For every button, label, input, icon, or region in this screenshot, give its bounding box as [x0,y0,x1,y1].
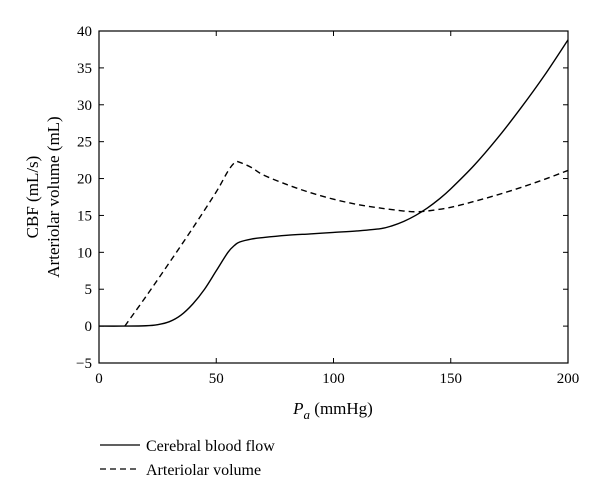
y-tick-label: 40 [77,24,92,40]
y-tick-label: −5 [76,356,92,372]
legend: Cerebral blood flow Arteriolar volume [100,438,275,479]
y-tick-label: 0 [85,319,93,335]
y-tick-label: 15 [77,208,92,224]
x-axis-symbol: P [292,399,303,418]
tick-marks [98,30,569,364]
y-tick-label: 10 [77,245,92,261]
y-tick-label: 30 [77,98,92,114]
x-tick-label: 100 [322,371,345,387]
y-axis-label: CBF (mL/s) Arteriolar volume (mL) [23,116,63,277]
plot-frame [98,30,569,364]
x-tick-label: 150 [440,371,463,387]
x-axis-label: Pa (mmHg) [292,399,373,422]
y-axis-label-line1: CBF (mL/s) [23,156,42,239]
x-tick-label: 200 [557,371,580,387]
legend-label-cerebral-blood-flow: Cerebral blood flow [146,438,275,455]
y-axis-label-line2: Arteriolar volume (mL) [44,116,63,277]
series-lines [98,39,569,327]
y-tick-label: 35 [77,61,92,77]
x-tick-labels: 0 50 100 150 200 [95,371,579,387]
y-tick-labels: −5 0 5 10 15 20 25 30 35 40 [76,24,92,372]
x-axis-unit: (mmHg) [310,399,373,418]
x-tick-label: 50 [209,371,224,387]
series-line-cerebral-blood-flow [98,39,569,327]
legend-label-arteriolar-volume: Arteriolar volume [146,462,261,479]
x-axis-subscript: a [304,407,311,422]
series-line-arteriolar-volume [124,160,569,327]
y-tick-label: 25 [77,135,92,151]
y-tick-label: 5 [85,282,93,298]
x-tick-label: 0 [95,371,103,387]
y-tick-label: 20 [77,172,92,188]
